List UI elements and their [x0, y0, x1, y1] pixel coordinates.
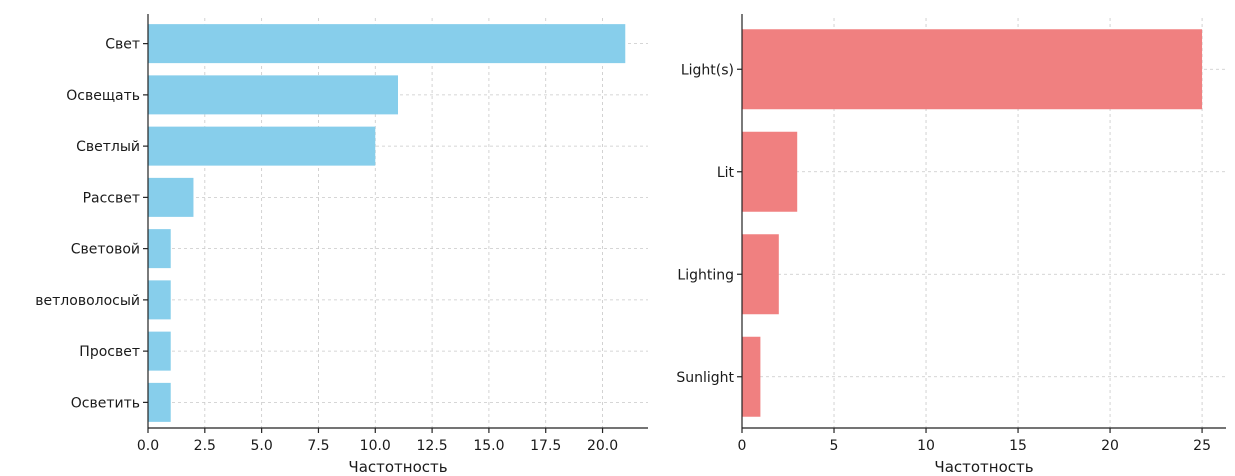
left-bar-5 [148, 280, 171, 320]
left-bar-2 [148, 126, 376, 166]
right-x-axis-title: Частотность [934, 458, 1033, 476]
left-bar-0 [148, 24, 626, 64]
left-category-label-5: ветловолосый [35, 293, 140, 309]
right-x-tick-labels: 0 5 10 15 20 25 [738, 428, 1211, 454]
left-bar-6 [148, 331, 171, 371]
left-x-tick-label-3: 7.5 [307, 438, 329, 454]
right-bar-1 [742, 131, 798, 212]
left-category-label-2: Светлый [76, 139, 140, 155]
right-chart: Light(s) Lit Lighting Sunlight 0 5 10 15 20 25 Ч… [676, 14, 1226, 476]
left-x-axis-title: Частотность [348, 458, 447, 476]
left-axes [147, 14, 648, 429]
left-x-tick-label-8: 20.0 [587, 438, 618, 454]
right-category-label-2: Lighting [677, 267, 734, 283]
left-bar-1 [148, 75, 398, 115]
right-x-tick-label-2: 10 [917, 438, 935, 454]
right-category-label-0: Light(s) [681, 62, 734, 78]
right-category-label-1: Lit [717, 165, 735, 181]
left-x-tick-label-1: 2.5 [194, 438, 216, 454]
left-x-tick-label-2: 5.0 [251, 438, 273, 454]
left-x-tick-label-6: 15.0 [473, 438, 504, 454]
right-axes [741, 14, 1226, 429]
right-x-tick-label-1: 5 [830, 438, 839, 454]
left-x-tick-label-7: 17.5 [530, 438, 561, 454]
left-category-label-7: Осветить [71, 395, 140, 411]
left-x-tick-labels: 0.0 2.5 5.0 7.5 10.0 12.5 15.0 17.5 20.0 [137, 428, 618, 454]
left-category-label-1: Освещать [66, 88, 140, 104]
left-category-label-3: Рассвет [83, 190, 140, 206]
right-x-tick-label-4: 20 [1101, 438, 1119, 454]
left-chart: Свет Освещать Светлый Рассвет Световой ветлов… [35, 14, 648, 476]
right-category-labels: Light(s) Lit Lighting Sunlight [676, 62, 742, 386]
left-x-tick-label-0: 0.0 [137, 438, 159, 454]
right-bar-0 [742, 29, 1203, 110]
left-x-tick-label-5: 12.5 [417, 438, 448, 454]
left-bar-3 [148, 177, 194, 217]
right-bar-3 [742, 336, 761, 417]
right-x-tick-label-0: 0 [738, 438, 747, 454]
left-category-labels: Свет Освещать Светлый Рассвет Световой ветлов… [35, 37, 148, 411]
left-category-label-6: Просвет [79, 344, 140, 360]
left-bar-7 [148, 382, 171, 422]
left-category-label-4: Световой [71, 242, 140, 258]
right-category-label-3: Sunlight [676, 370, 734, 386]
left-category-label-0: Свет [105, 37, 140, 53]
left-bars [148, 24, 626, 422]
right-bar-2 [742, 234, 779, 315]
left-bar-4 [148, 229, 171, 269]
left-x-tick-label-4: 10.0 [360, 438, 391, 454]
right-x-tick-label-3: 15 [1009, 438, 1027, 454]
right-x-tick-label-5: 25 [1193, 438, 1211, 454]
right-bars [742, 29, 1203, 417]
